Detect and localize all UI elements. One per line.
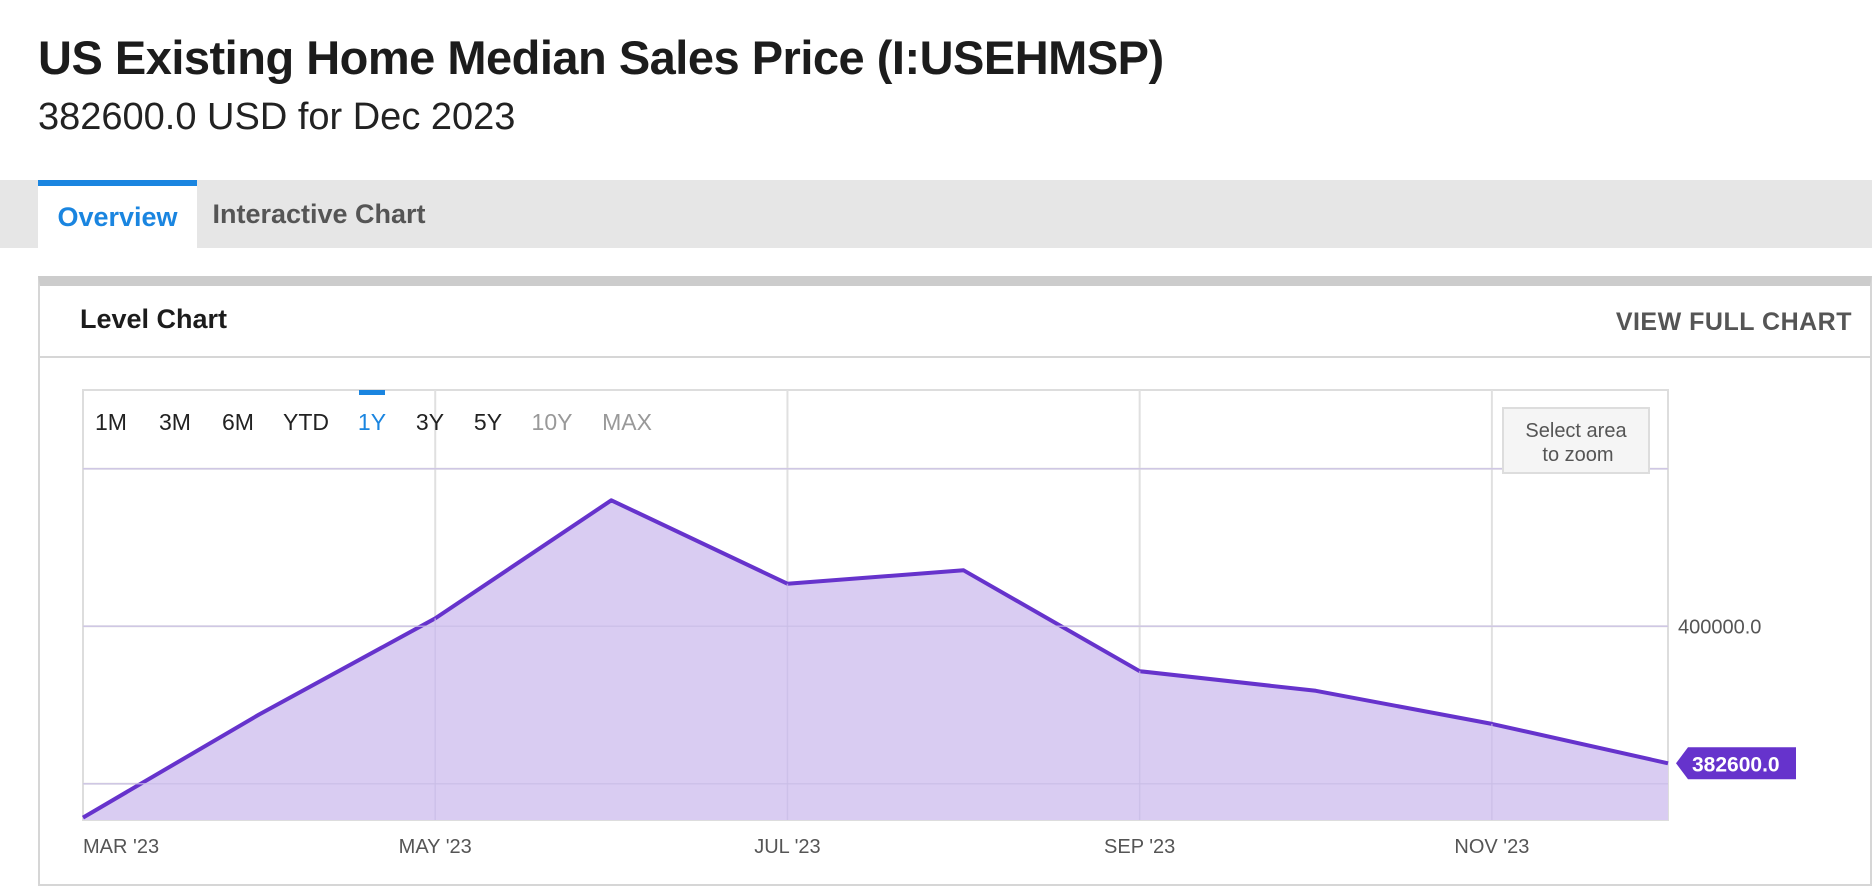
range-selected-indicator [359, 390, 385, 395]
tab-interactive-chart[interactable]: Interactive Chart [212, 198, 426, 229]
card-title: Level Chart [80, 304, 228, 334]
view-full-chart-link[interactable]: VIEW FULL CHART [1615, 308, 1852, 336]
x-tick-label: MAR '23 [83, 836, 159, 858]
page-subtitle: 382600.0 USD for Dec 2023 [38, 96, 516, 138]
range-button-3y[interactable]: 3Y [416, 409, 444, 435]
x-tick-label: JUL '23 [754, 836, 820, 858]
series-line [81, 498, 1669, 820]
range-button-1m[interactable]: 1M [95, 409, 127, 435]
series-area [83, 500, 1668, 820]
range-button-ytd[interactable]: YTD [283, 409, 329, 435]
x-tick-label: SEP '23 [1104, 836, 1175, 858]
range-button-5y[interactable]: 5Y [474, 409, 502, 435]
range-button-3m[interactable]: 3M [159, 409, 191, 435]
zoom-hint-line2: to zoom [1542, 444, 1613, 466]
last-value-label: 382600.0 [1692, 753, 1780, 776]
range-button-6m[interactable]: 6M [222, 409, 254, 435]
page-title: US Existing Home Median Sales Price (I:U… [38, 31, 1164, 84]
tab-overview[interactable]: Overview [38, 180, 197, 248]
y-tick-label: 400000.0 [1678, 616, 1761, 638]
x-tick-label: MAY '23 [399, 836, 472, 858]
range-button-max: MAX [602, 409, 652, 435]
card-header: Level Chart VIEW FULL CHART [40, 286, 1870, 358]
range-button-1y[interactable]: 1Y [358, 409, 386, 435]
last-value-flag [1676, 747, 1796, 780]
zoom-hint-box [1502, 407, 1650, 474]
tab-bar: Overview Interactive Chart [0, 180, 1872, 248]
zoom-hint-line1: Select area [1525, 420, 1627, 442]
x-tick-label: NOV '23 [1454, 836, 1529, 858]
range-button-10y: 10Y [532, 409, 573, 435]
